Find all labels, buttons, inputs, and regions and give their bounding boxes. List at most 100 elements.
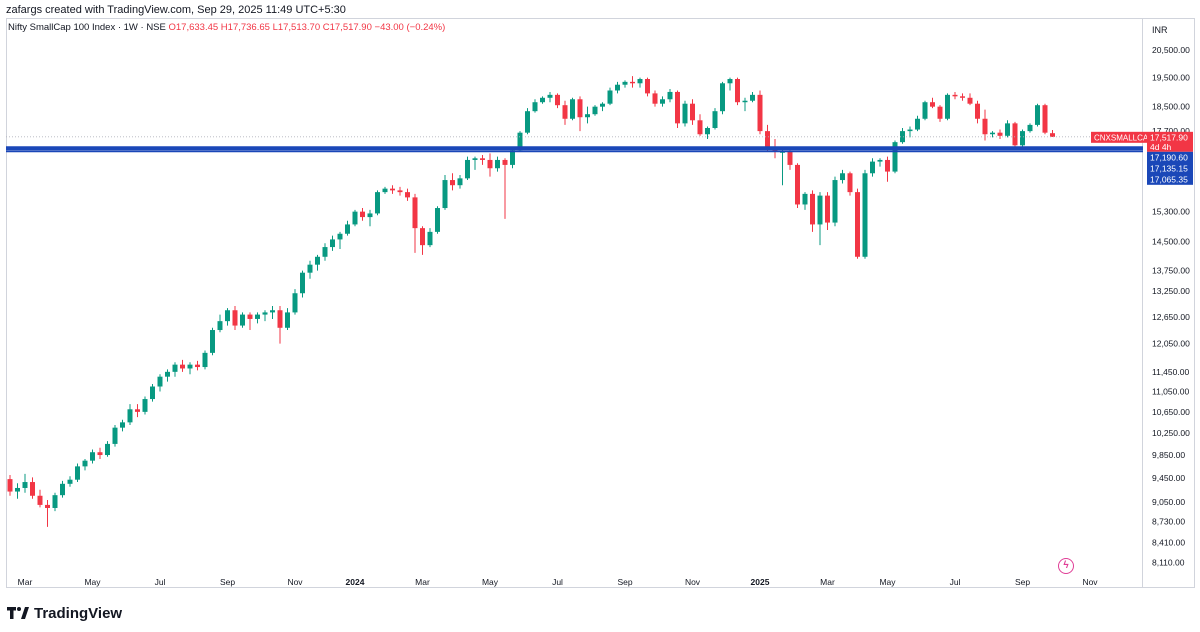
candle bbox=[127, 404, 133, 425]
y-tick-label: 19,500.00 bbox=[1152, 73, 1190, 83]
candle-body bbox=[645, 79, 650, 94]
x-tick-label: Jul bbox=[950, 577, 961, 587]
y-tick-label: 9,850.00 bbox=[1152, 450, 1185, 460]
candle-body bbox=[885, 159, 890, 172]
candle-body bbox=[795, 164, 800, 205]
candle-body bbox=[277, 310, 283, 328]
candle-body bbox=[1020, 131, 1025, 146]
candle bbox=[960, 93, 965, 101]
candle bbox=[120, 419, 125, 432]
chart-pane[interactable] bbox=[6, 18, 1143, 588]
candle bbox=[967, 93, 973, 106]
candle bbox=[1012, 121, 1018, 149]
candle-body bbox=[360, 211, 365, 218]
x-tick-label: Jul bbox=[155, 577, 166, 587]
candle bbox=[817, 192, 823, 246]
brand-name: TradingView bbox=[34, 604, 123, 622]
candle-body bbox=[465, 159, 470, 179]
y-tick-label: 14,500.00 bbox=[1152, 236, 1190, 246]
candle-body bbox=[270, 310, 275, 313]
candle bbox=[52, 492, 58, 512]
candle-body bbox=[637, 79, 643, 84]
candle bbox=[465, 156, 470, 181]
candle-body bbox=[442, 180, 448, 209]
candle bbox=[397, 186, 403, 196]
candle-body bbox=[37, 495, 43, 505]
candle bbox=[217, 314, 223, 333]
candle bbox=[720, 81, 725, 115]
candle-body bbox=[330, 239, 335, 248]
candle bbox=[712, 108, 718, 130]
candle bbox=[457, 174, 463, 189]
line-price-label: 17,190.60 bbox=[1150, 152, 1188, 162]
candle bbox=[352, 209, 358, 227]
candle bbox=[952, 91, 958, 100]
candle bbox=[900, 127, 905, 144]
candle-body bbox=[345, 224, 350, 234]
candle-body bbox=[307, 264, 313, 273]
candle-body bbox=[607, 90, 613, 104]
candle-body bbox=[322, 247, 328, 257]
candle bbox=[1005, 120, 1010, 138]
price-axis[interactable] bbox=[1143, 18, 1195, 588]
y-tick-label: 8,110.00 bbox=[1152, 557, 1185, 567]
candle-body bbox=[705, 127, 710, 135]
symbol-price-tag: CNXSMALLCAP bbox=[1091, 131, 1154, 143]
candle bbox=[847, 171, 853, 196]
candle bbox=[412, 193, 418, 253]
candle bbox=[562, 100, 568, 125]
lightning-icon[interactable]: ϟ bbox=[1058, 558, 1074, 574]
y-tick-label: 11,450.00 bbox=[1152, 367, 1189, 377]
candle bbox=[300, 270, 305, 298]
candle bbox=[187, 362, 193, 375]
y-tick-label: 12,650.00 bbox=[1152, 312, 1190, 322]
candle-body bbox=[82, 460, 88, 467]
candle bbox=[907, 126, 913, 138]
candle bbox=[442, 174, 448, 210]
candle bbox=[262, 310, 268, 322]
candle-body bbox=[127, 409, 133, 423]
candle bbox=[210, 327, 215, 356]
candle bbox=[405, 188, 410, 201]
candle-body bbox=[1027, 124, 1033, 132]
legend-low: L17,513.70 bbox=[272, 22, 321, 33]
y-tick-label: 13,750.00 bbox=[1152, 266, 1190, 276]
candle bbox=[330, 235, 335, 251]
candle-body bbox=[142, 399, 148, 412]
candle-body bbox=[22, 482, 28, 488]
candle-body bbox=[907, 129, 913, 132]
candle-body bbox=[472, 158, 478, 160]
candle-body bbox=[577, 99, 583, 118]
candle-body bbox=[112, 427, 118, 444]
candle bbox=[292, 289, 298, 315]
candle bbox=[585, 106, 590, 124]
candle bbox=[915, 115, 920, 132]
candle-body bbox=[367, 213, 373, 218]
candle bbox=[622, 80, 628, 88]
candle bbox=[547, 91, 553, 103]
x-tick-label: May bbox=[482, 577, 499, 587]
tradingview-brand[interactable]: TradingView bbox=[7, 602, 122, 624]
candle-body bbox=[690, 103, 695, 121]
candle bbox=[277, 305, 283, 344]
candle bbox=[60, 480, 65, 498]
candle bbox=[615, 81, 620, 94]
tv-logo-icon bbox=[7, 607, 29, 619]
chart-credit: zafargs created with TradingView.com, Se… bbox=[6, 4, 346, 16]
candle-body bbox=[967, 97, 973, 104]
candle-body bbox=[757, 94, 763, 132]
candle-body bbox=[817, 195, 823, 225]
candle bbox=[232, 305, 238, 331]
candle-body bbox=[427, 231, 433, 246]
candle-body bbox=[630, 81, 635, 84]
candle-body bbox=[1042, 105, 1048, 133]
legend-title: Nifty SmallCap 100 Index · 1W · NSE bbox=[8, 22, 166, 33]
y-tick-label: 18,500.00 bbox=[1152, 102, 1190, 112]
candle-body bbox=[382, 188, 388, 193]
candle-body bbox=[660, 99, 665, 104]
candle bbox=[375, 190, 380, 216]
candle bbox=[802, 192, 808, 210]
candle-body bbox=[675, 91, 680, 124]
candle bbox=[682, 100, 688, 127]
